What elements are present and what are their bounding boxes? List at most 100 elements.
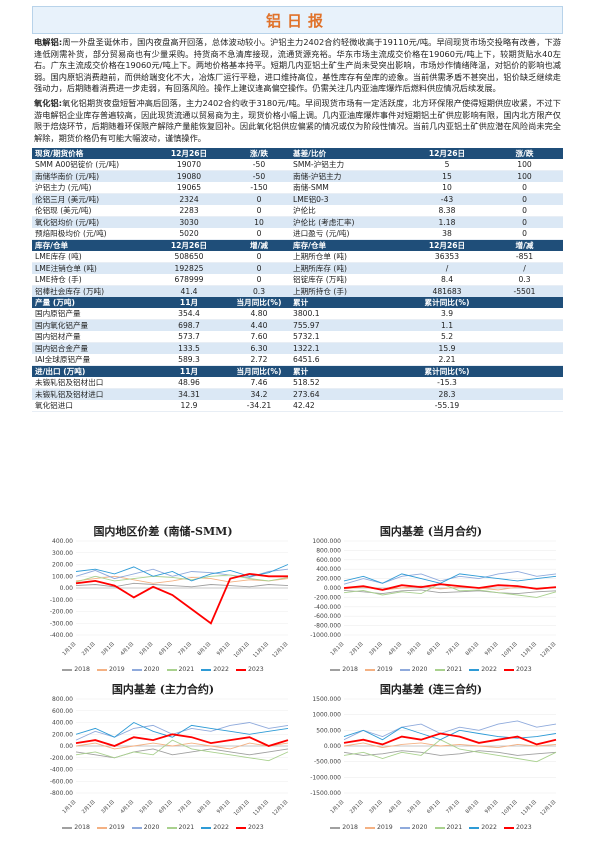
y-tick-label: 600.00 — [52, 708, 73, 715]
table-cell: 0 — [228, 228, 290, 241]
legend-label: 2019 — [377, 824, 393, 831]
table-cell: 0 — [228, 274, 290, 287]
table-cell: 481683 — [408, 285, 486, 298]
x-tick-label: 3月1日 — [368, 641, 384, 657]
table-cell: 518.52 — [290, 377, 408, 390]
table-cell: 上期所仓单 (吨) — [290, 251, 408, 264]
table-cell: 755.97 — [290, 319, 408, 332]
table-cell: 5.2 — [408, 331, 486, 344]
y-tick-label: -1000.000 — [310, 632, 341, 639]
table-cell: 氧化铝均价 (元/吨) — [32, 216, 150, 229]
chart-basis-third-plot: 1500.000 1000.000 500.000 0.000 -500.000 -100… — [310, 696, 557, 815]
table-cell: -34.21 — [228, 400, 290, 413]
chart-legend: 2018 2019 2020 2021 2022 2023 — [32, 666, 294, 673]
legend-item: 2020 — [131, 824, 160, 831]
table-cell: 南储-沪铝主力 — [290, 170, 408, 183]
table-cell: 沪伦比 — [290, 205, 408, 218]
x-tick-label: 2月1日 — [349, 799, 365, 815]
chart-title: 国内基差 (当月合约) — [379, 525, 483, 538]
y-tick-label: -100.00 — [50, 597, 73, 604]
table-cell — [486, 331, 563, 344]
y-tick-label: 1000.000 — [312, 538, 341, 545]
y-tick-label: 200.00 — [52, 562, 73, 569]
x-tick-label: 9月1日 — [484, 641, 500, 657]
table-cell: 0.3 — [486, 274, 563, 287]
legend-label: 2021 — [178, 824, 195, 831]
table-cell: 15 — [408, 170, 486, 183]
y-tick-label: 400.00 — [52, 538, 73, 545]
table-cell: 34.2 — [228, 388, 290, 401]
chart-regional-spread: 国内地区价差 (南储-SMM) 400.00 300.00 200.00 100.00… — [32, 523, 294, 673]
table-cell: 19080 — [150, 170, 228, 183]
y-tick-label: -1500.000 — [310, 790, 341, 797]
table-cell: 0 — [228, 262, 290, 275]
y-tick-label: -600.00 — [50, 778, 73, 785]
legend-label: 2019 — [377, 666, 393, 673]
table-cell: LME铝0-3 — [290, 193, 408, 206]
table-cell: 573.7 — [150, 331, 228, 344]
table-row: 预焙阳极均价 (元/吨) 5020 0 进口盈亏 (元/吨) 38 0 — [32, 228, 563, 241]
chart-title: 国内地区价差 (南储-SMM) — [93, 525, 233, 538]
series-line-2020 — [343, 720, 557, 741]
table-row: 铝棒社会库存 (万吨) 41.4 0.3 上期所持仓 (手) 481683 -5501 — [32, 285, 563, 298]
table-cell: 国内铝材产量 — [32, 331, 150, 344]
table-cell: 15.9 — [408, 342, 486, 355]
table-row: SMM A00铝锭价 (元/吨) 19070 -50 SMM-沪铝主力 5 100 — [32, 159, 563, 172]
legend-label: 2018 — [342, 824, 358, 831]
table-cell: 0.3 — [228, 285, 290, 298]
x-tick-label: 9月1日 — [484, 799, 500, 815]
table-row: LME持仓 (手) 678999 0 铝锭库存 (万吨) 8.4 0.3 — [32, 274, 563, 287]
legend-swatch — [131, 826, 142, 829]
legend-item: 2023 — [504, 824, 532, 831]
x-tick-label: 9月1日 — [216, 641, 232, 657]
series-line-2021 — [343, 739, 557, 763]
table-cell: 34.31 — [150, 388, 228, 401]
y-tick-label: 500.000 — [316, 727, 341, 734]
table-row: LME注销仓单 (吨) 192825 0 上期所库存 (吨) / / — [32, 262, 563, 275]
legend-swatch — [434, 826, 445, 829]
table-cell: 19070 — [150, 159, 228, 172]
table-cell: 铝棒社会库存 (万吨) — [32, 285, 150, 298]
legend-swatch — [166, 668, 177, 671]
table-header-cell: 库存/仓单 — [290, 239, 408, 252]
table-cell: 273.64 — [290, 388, 408, 401]
table-cell: 0 — [486, 182, 563, 195]
table-cell: -5501 — [486, 285, 563, 298]
x-tick-label: 11月1日 — [252, 641, 270, 657]
series-line-2023 — [343, 583, 557, 591]
table-cell: 8.4 — [408, 274, 486, 287]
table-cell: 伦铝三月 (美元/吨) — [32, 193, 150, 206]
x-tick-label: 5月1日 — [407, 799, 423, 815]
legend-swatch — [504, 826, 514, 829]
table-cell: 19065 — [150, 182, 228, 195]
table-header-cell: 累计 — [290, 297, 408, 309]
legend-item: 2020 — [399, 666, 428, 673]
table-cell: 南储-SMM — [290, 182, 408, 195]
x-tick-label: 7月1日 — [177, 799, 193, 815]
table-header-row: 产量 (万吨) 11月 当月同比(%) 累计 累计同比(%) — [32, 297, 563, 309]
table-header-cell: 11月 — [150, 365, 228, 378]
table-cell: -50 — [228, 159, 290, 172]
legend-item: 2018 — [62, 666, 90, 673]
x-tick-label: 12月1日 — [271, 799, 289, 815]
legend-item: 2019 — [97, 666, 125, 673]
table-cell — [486, 308, 563, 321]
table-cell: / — [408, 262, 486, 275]
x-tick-label: 3月1日 — [368, 799, 384, 815]
y-tick-label: -200.000 — [314, 594, 341, 601]
table-cell: 12.9 — [150, 400, 228, 413]
chart-basis-third: 国内基差 (连三合约) 1500.000 1000.000 500.000 0.000… — [300, 681, 562, 831]
x-tick-label: 10月1日 — [233, 641, 251, 657]
legend-label: 2022 — [481, 666, 497, 673]
table-cell: 0 — [486, 193, 563, 206]
x-tick-label: 5月1日 — [139, 799, 155, 815]
table-cell: -55.19 — [408, 400, 486, 413]
x-tick-label: 1月1日 — [330, 799, 346, 815]
y-tick-label: -200.00 — [50, 755, 73, 762]
legend-swatch — [236, 668, 246, 671]
table-cell — [486, 377, 563, 390]
legend-swatch — [504, 668, 514, 671]
table-cell: 未锻轧铝及铝材出口 — [32, 377, 150, 390]
table-header-cell: 现货/期货价格 — [32, 148, 150, 160]
x-tick-label: 11月1日 — [252, 799, 270, 815]
